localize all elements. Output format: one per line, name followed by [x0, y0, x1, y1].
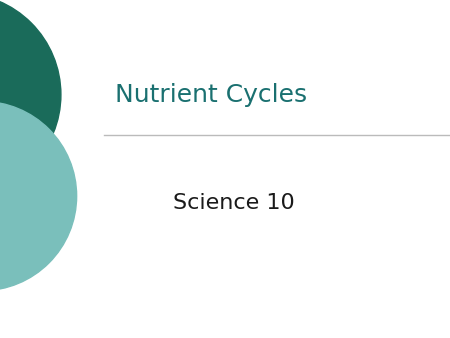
Text: Science 10: Science 10 [173, 193, 295, 213]
Ellipse shape [0, 101, 76, 291]
Text: Nutrient Cycles: Nutrient Cycles [115, 82, 307, 107]
Ellipse shape [0, 0, 61, 196]
